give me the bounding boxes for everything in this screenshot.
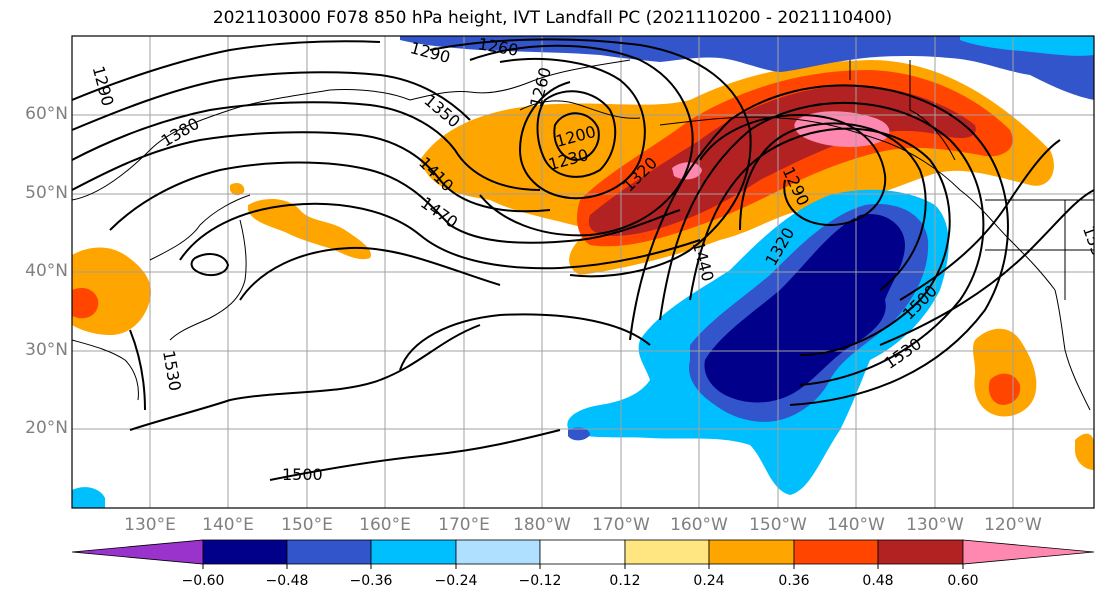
colorbar-tick-label: −0.48 — [265, 573, 309, 589]
lon-label: 130°E — [124, 515, 176, 535]
map-title: 2021103000 F078 850 hPa height, IVT Land… — [212, 8, 893, 28]
lon-label: 150°E — [281, 515, 333, 535]
colorbar-tick-label: −0.36 — [349, 573, 393, 589]
lon-label: 170°E — [438, 515, 490, 535]
lon-label: 140°W — [827, 515, 885, 535]
graticule — [72, 36, 1094, 508]
ivt-positive-mexico — [1075, 433, 1094, 470]
ivt-positive-small — [230, 182, 245, 196]
colorbar-swatch — [286, 539, 372, 565]
lon-label: 130°W — [906, 515, 964, 535]
coastlines — [72, 59, 1094, 411]
lon-label: 140°E — [202, 515, 254, 535]
ivt-negative-sw — [72, 487, 105, 508]
lon-label: 150°W — [749, 515, 807, 535]
colorbar-swatch — [962, 539, 1095, 565]
height-contours — [72, 38, 1094, 481]
lat-label: 30°N — [25, 340, 68, 360]
colorbar-swatch — [877, 539, 964, 565]
lat-label: 50°N — [25, 183, 68, 203]
colorbar-swatch — [708, 539, 795, 565]
ivt-positive-japan — [248, 198, 371, 260]
lon-label: 170°W — [592, 515, 650, 535]
ivt-negative-arctic-light — [960, 36, 1094, 56]
colorbar-swatch — [71, 539, 204, 565]
lat-label: 40°N — [25, 261, 68, 281]
lon-label: 180°W — [513, 515, 571, 535]
colorbar-swatch — [793, 539, 879, 565]
lon-label: 120°W — [984, 515, 1042, 535]
lon-label: 160°E — [359, 515, 411, 535]
colorbar-swatch — [202, 539, 288, 565]
ivt-negative-small-1 — [590, 413, 640, 434]
ivt-positive-east-asia-core — [72, 288, 99, 319]
colorbar-swatch — [539, 539, 626, 565]
colorbar-tick-label: −0.24 — [434, 573, 478, 589]
lat-label: 20°N — [25, 418, 68, 438]
colorbar-swatch — [624, 539, 710, 565]
colorbar-tick-label: 0.48 — [862, 573, 894, 589]
colorbar — [71, 539, 1095, 565]
colorbar-ticks — [202, 564, 964, 569]
colorbar-swatch — [455, 539, 541, 565]
contour-label: 1260 — [477, 34, 520, 60]
colorbar-tick-label: 0.60 — [947, 573, 979, 589]
map-frame — [71, 35, 1095, 509]
colorbar-tick-label: 0.36 — [778, 573, 810, 589]
ivt-positive-california-core — [988, 373, 1021, 405]
ivt-negative-arctic — [400, 36, 1094, 100]
colorbar-tick-label: −0.60 — [181, 573, 225, 589]
lat-label: 60°N — [25, 104, 68, 124]
colorbar-tick-label: 0.24 — [693, 573, 725, 589]
contour-label: 1500 — [282, 465, 323, 484]
ivt-negative-small-2 — [568, 427, 590, 441]
colorbar-tick-label: −0.12 — [518, 573, 562, 589]
ivt-negative-pacific-dark — [704, 214, 905, 403]
lon-label: 160°W — [670, 515, 728, 535]
colorbar-tick-label: 0.12 — [609, 573, 641, 589]
colorbar-swatch — [370, 539, 457, 565]
